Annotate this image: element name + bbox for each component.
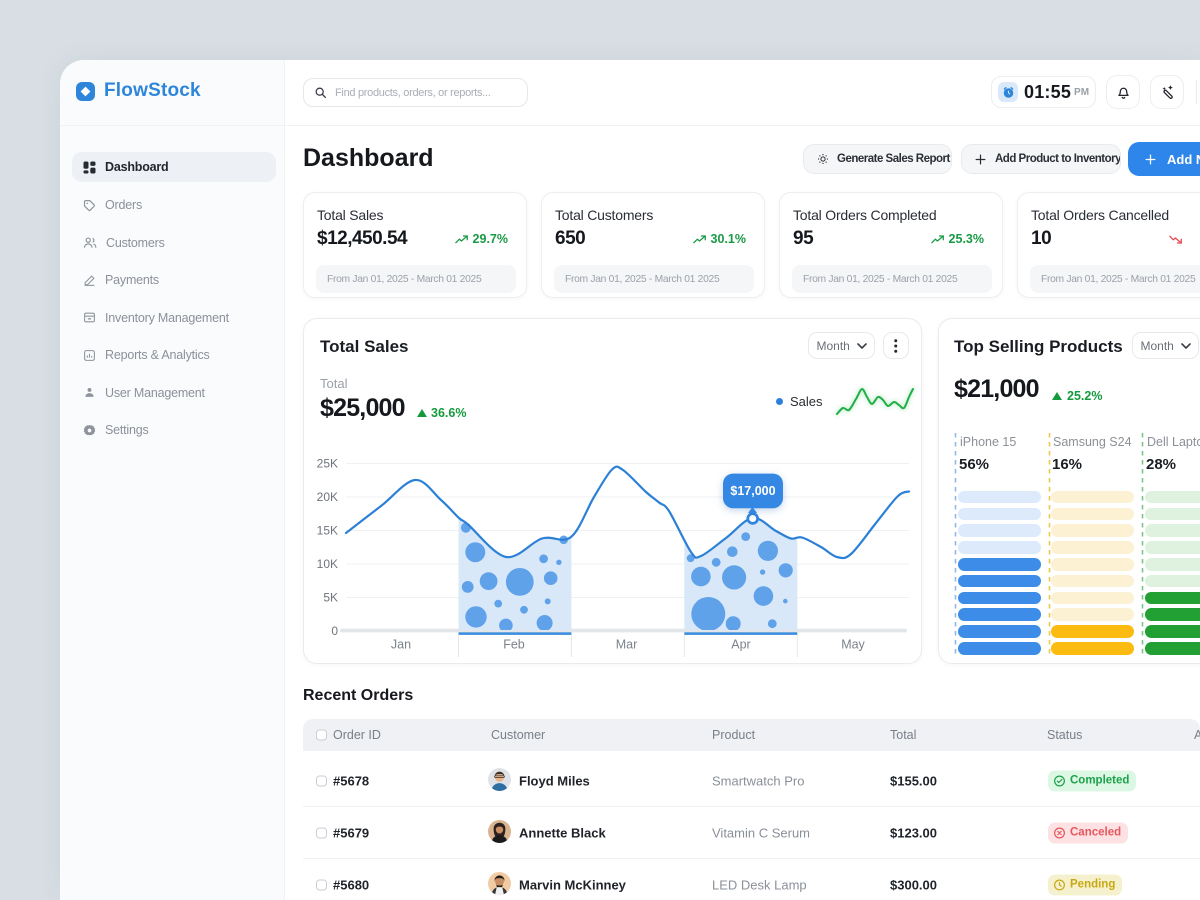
svg-text:25K: 25K (317, 457, 338, 471)
svg-text:May: May (841, 638, 865, 652)
svg-text:Mar: Mar (616, 638, 638, 652)
svg-text:0: 0 (331, 624, 338, 638)
svg-text:15K: 15K (317, 524, 338, 538)
svg-text:Apr: Apr (731, 638, 750, 652)
svg-text:10K: 10K (317, 557, 338, 571)
svg-text:5K: 5K (323, 591, 338, 605)
svg-text:20K: 20K (317, 490, 338, 504)
svg-text:Feb: Feb (503, 638, 525, 652)
svg-text:$17,000: $17,000 (730, 484, 775, 498)
svg-text:Jan: Jan (391, 638, 411, 652)
